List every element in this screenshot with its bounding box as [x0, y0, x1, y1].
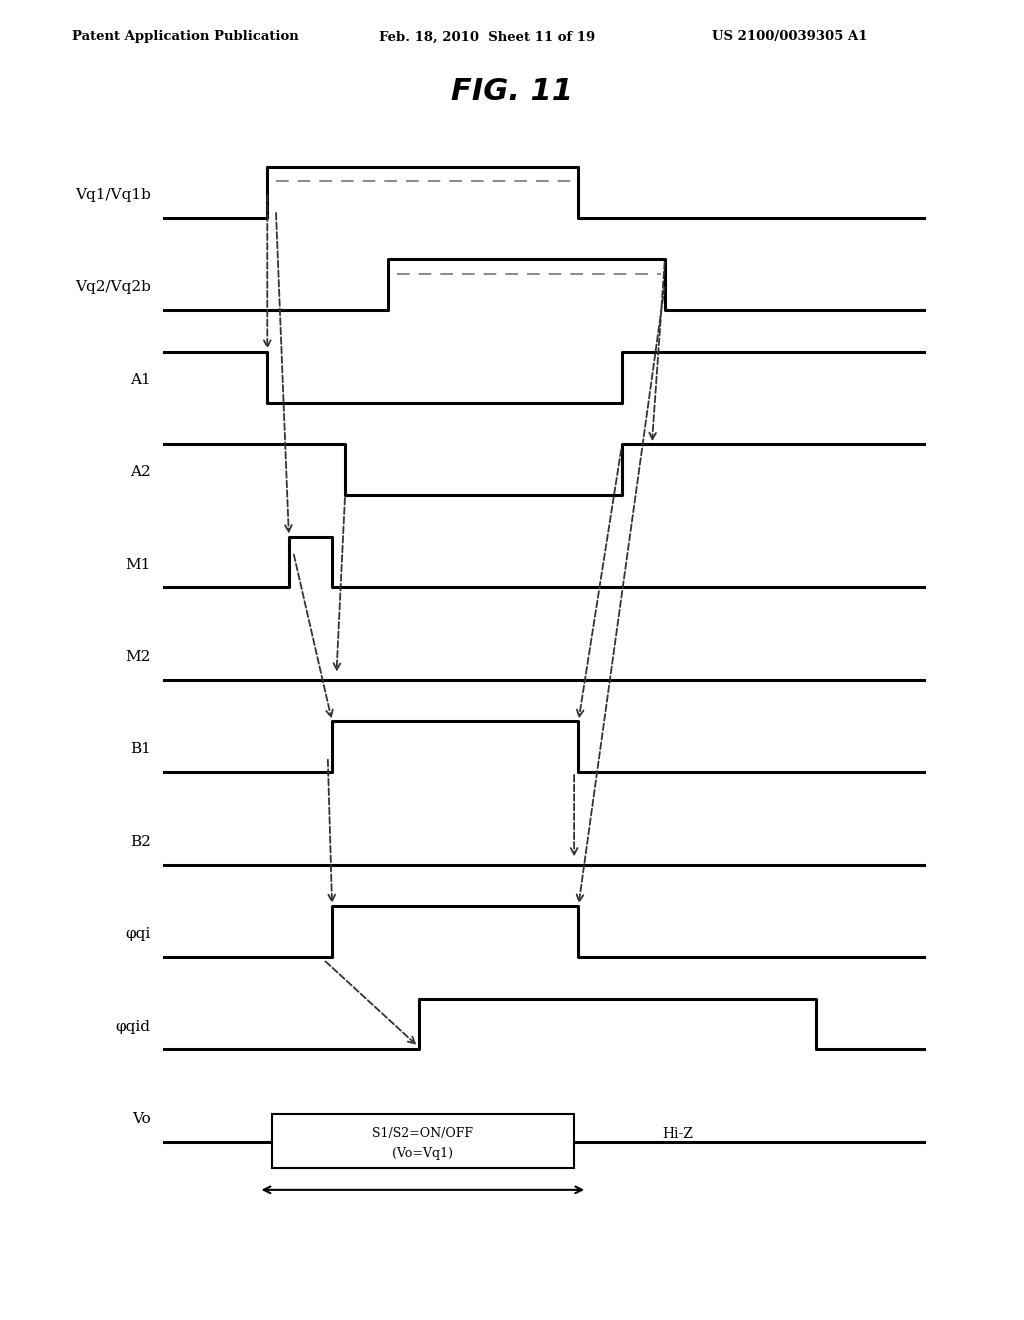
- Text: (Vo=Vq1): (Vo=Vq1): [392, 1147, 454, 1160]
- Text: A1: A1: [130, 372, 151, 387]
- Text: Vq1/Vq1b: Vq1/Vq1b: [75, 187, 151, 202]
- Text: Vq2/Vq2b: Vq2/Vq2b: [75, 280, 151, 294]
- Text: Feb. 18, 2010  Sheet 11 of 19: Feb. 18, 2010 Sheet 11 of 19: [379, 30, 595, 44]
- Text: A2: A2: [130, 465, 151, 479]
- Text: Vo: Vo: [132, 1111, 151, 1126]
- Text: Patent Application Publication: Patent Application Publication: [72, 30, 298, 44]
- Text: B1: B1: [130, 742, 151, 756]
- Text: φqi: φqi: [125, 927, 151, 941]
- Text: φqid: φqid: [116, 1019, 151, 1034]
- Text: Hi-Z: Hi-Z: [663, 1127, 693, 1142]
- Text: B2: B2: [130, 834, 151, 849]
- Text: FIG. 11: FIG. 11: [451, 77, 573, 106]
- Text: US 2100/0039305 A1: US 2100/0039305 A1: [712, 30, 867, 44]
- Text: M2: M2: [125, 649, 151, 664]
- FancyBboxPatch shape: [271, 1114, 574, 1168]
- Text: S1/S2=ON/OFF: S1/S2=ON/OFF: [373, 1127, 473, 1140]
- Text: M1: M1: [125, 557, 151, 572]
